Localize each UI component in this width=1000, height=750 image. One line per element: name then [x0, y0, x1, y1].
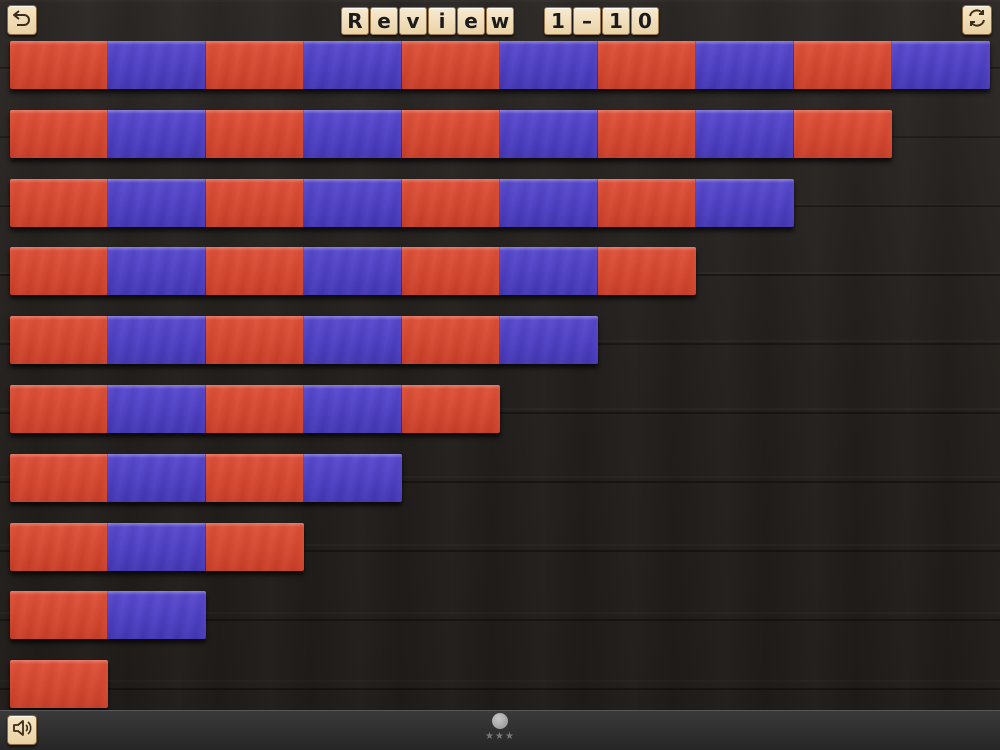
letter-tile: e: [370, 7, 398, 35]
blue-segment: [304, 385, 402, 433]
red-segment: [206, 385, 304, 433]
blue-segment: [108, 385, 206, 433]
red-segment: [206, 454, 304, 502]
red-segment: [206, 523, 304, 571]
red-segment: [206, 247, 304, 295]
letter-tile: R: [341, 7, 369, 35]
red-segment: [206, 110, 304, 158]
red-segment: [402, 179, 500, 227]
red-segment: [10, 523, 108, 571]
red-segment: [402, 247, 500, 295]
red-segment: [402, 41, 500, 89]
title-word: 1–1 0: [544, 7, 659, 37]
red-segment: [10, 247, 108, 295]
back-button[interactable]: [7, 5, 37, 35]
red-segment: [598, 179, 696, 227]
blue-segment: [108, 591, 206, 639]
blue-segment: [304, 247, 402, 295]
red-segment: [206, 179, 304, 227]
red-segment: [10, 316, 108, 364]
red-segment: [598, 110, 696, 158]
refresh-icon: [966, 7, 988, 33]
red-segment: [206, 316, 304, 364]
back-arrow-icon: [11, 8, 33, 32]
blue-segment: [108, 179, 206, 227]
letter-tile: –: [573, 7, 601, 35]
blue-segment: [108, 316, 206, 364]
star-rating: ★★★: [485, 731, 515, 742]
blue-segment: [108, 110, 206, 158]
blue-segment: [500, 316, 598, 364]
letter-tile: i: [428, 7, 456, 35]
red-segment: [10, 110, 108, 158]
red-segment: [794, 41, 892, 89]
red-segment: [10, 179, 108, 227]
blue-segment: [108, 247, 206, 295]
number-rod-1[interactable]: [10, 660, 108, 708]
number-rod-9[interactable]: [10, 110, 892, 158]
blue-segment: [304, 110, 402, 158]
blue-segment: [696, 41, 794, 89]
number-rod-5[interactable]: [10, 385, 500, 433]
red-segment: [10, 660, 108, 708]
red-segment: [794, 110, 892, 158]
number-rod-6[interactable]: [10, 316, 598, 364]
number-rod-7[interactable]: [10, 247, 696, 295]
red-segment: [10, 591, 108, 639]
blue-segment: [500, 110, 598, 158]
number-rod-4[interactable]: [10, 454, 402, 502]
red-segment: [206, 41, 304, 89]
letter-tile: 1: [602, 7, 630, 35]
blue-segment: [304, 179, 402, 227]
number-rod-8[interactable]: [10, 179, 794, 227]
blue-segment: [500, 179, 598, 227]
sound-button[interactable]: [7, 715, 37, 745]
red-segment: [10, 454, 108, 502]
red-segment: [598, 247, 696, 295]
blue-segment: [500, 247, 598, 295]
red-segment: [402, 316, 500, 364]
refresh-button[interactable]: [962, 5, 992, 35]
red-segment: [10, 385, 108, 433]
letter-tile: v: [399, 7, 427, 35]
number-rod-10[interactable]: [10, 41, 990, 89]
letter-tile: e: [457, 7, 485, 35]
red-segment: [402, 110, 500, 158]
number-rod-3[interactable]: [10, 523, 304, 571]
page-indicator-dot[interactable]: [492, 713, 508, 729]
blue-segment: [304, 316, 402, 364]
red-segment: [598, 41, 696, 89]
blue-segment: [696, 179, 794, 227]
number-rod-2[interactable]: [10, 591, 206, 639]
blue-segment: [108, 523, 206, 571]
red-segment: [402, 385, 500, 433]
letter-tile: 1: [544, 7, 572, 35]
blue-segment: [304, 454, 402, 502]
letter-tile: w: [486, 7, 514, 35]
blue-segment: [696, 110, 794, 158]
blue-segment: [500, 41, 598, 89]
speaker-icon: [11, 718, 33, 742]
red-segment: [10, 41, 108, 89]
blue-segment: [108, 454, 206, 502]
blue-segment: [304, 41, 402, 89]
blue-segment: [108, 41, 206, 89]
letter-tile: 0: [631, 7, 659, 35]
blue-segment: [892, 41, 990, 89]
